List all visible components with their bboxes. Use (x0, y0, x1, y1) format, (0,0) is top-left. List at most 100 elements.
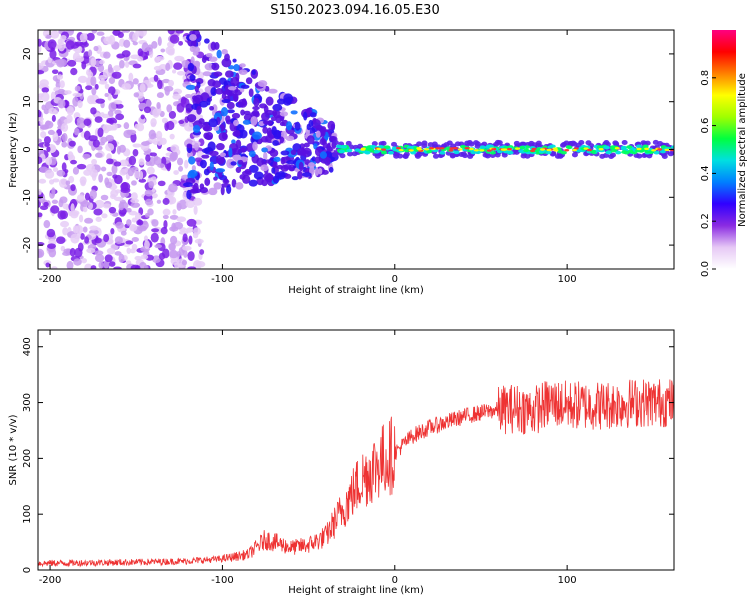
spectrogram-blob (262, 120, 273, 125)
spectrogram-blob (95, 98, 106, 104)
spectrogram-blob (154, 244, 163, 249)
spectrogram-blob (77, 100, 83, 109)
spectrogram-band-core (519, 145, 526, 150)
spectrogram-blob (157, 163, 165, 168)
spectrogram-blob (209, 150, 219, 157)
snr-xtick-label: -200 (39, 575, 62, 586)
spectrogram-blob (106, 171, 113, 177)
spectrogram-blob (290, 110, 298, 115)
spectrogram-blob (162, 214, 169, 220)
spectrogram-blob (66, 105, 74, 116)
spectrogram-band-core (653, 150, 660, 155)
spectrogram-blob (185, 93, 192, 99)
spectrogram-blob (191, 165, 197, 172)
spectrogram-band-core (453, 150, 460, 155)
spectrogram-blob (82, 226, 88, 233)
spectrogram-band-peak (500, 148, 506, 151)
spectrogram-band-peak (552, 147, 558, 150)
spectrogram-blob (73, 258, 82, 266)
spectrogram-blob (178, 40, 184, 46)
spectrogram-blob (47, 129, 55, 136)
spectrogram-blob (204, 177, 211, 186)
spectrogram-blob (212, 80, 222, 89)
spectrogram-band-core (635, 144, 642, 149)
spectrogram-blob (319, 138, 327, 146)
spectrogram-blob (86, 32, 95, 41)
spectrogram-blob (205, 53, 213, 58)
spectrogram-blob (189, 34, 197, 41)
spectrogram-ytick-label: -10 (22, 189, 33, 205)
spectrogram-blob (233, 119, 240, 126)
spectrogram-blob (192, 95, 198, 101)
spectrogram-blob (106, 158, 114, 165)
spectrogram-blob (215, 154, 225, 165)
spectrogram-blob (151, 219, 159, 227)
spectrogram-blob (248, 88, 254, 97)
spectrogram-blob (57, 88, 66, 95)
spectrogram-blob (264, 109, 275, 116)
spectrogram-blob (267, 88, 278, 94)
spectrogram-blob (84, 236, 90, 244)
spectrogram-blob (40, 131, 47, 138)
spectrogram-blob (43, 108, 50, 115)
spectrogram-blob (38, 178, 47, 184)
spectrogram-blob (147, 44, 153, 52)
spectrogram-blob (90, 57, 97, 67)
spectrogram-blob (148, 180, 155, 189)
spectrogram-band-core (384, 145, 391, 150)
spectrogram-blob (240, 109, 246, 116)
spectrogram-blob (94, 199, 105, 209)
spectrogram-band-core (642, 144, 649, 149)
snr-frame (37, 329, 675, 571)
snr-ytick-label: 400 (22, 337, 33, 356)
spectrogram-blob (148, 129, 156, 140)
spectrogram-blob (59, 80, 65, 89)
spectrogram-blob (166, 161, 171, 172)
spectrogram-blob (124, 61, 130, 68)
snr-xtick-label: 0 (392, 575, 398, 586)
spectrogram-band-peak (464, 147, 470, 150)
spectrogram-band-edge (641, 152, 648, 158)
spectrogram-blob (50, 205, 60, 214)
spectrogram-blob (39, 119, 44, 126)
colorbar-tick-label: 0.0 (700, 261, 711, 277)
spectrogram-blob (126, 219, 132, 226)
spectrogram-blob (121, 50, 131, 58)
spectrogram-blob (130, 198, 139, 204)
spectrogram-band-peak (360, 147, 366, 150)
spectrogram-blob (93, 208, 103, 216)
spectrogram-blob (193, 124, 201, 133)
spectrogram-band-peak (491, 148, 497, 151)
spectrogram-blob (100, 112, 105, 117)
spectrogram-blob (138, 178, 147, 183)
spectrogram-band-peak (439, 147, 445, 150)
spectrogram-blob (308, 162, 315, 168)
spectrogram-blob (97, 64, 105, 73)
spectrogram-blob (231, 112, 241, 119)
spectrogram-band-edge (513, 140, 520, 146)
spectrogram-blob (118, 253, 125, 263)
spectrogram-band-peak (424, 148, 430, 151)
spectrogram-blob (50, 30, 60, 39)
spectrogram-blob (213, 182, 222, 190)
spectrogram-blob (200, 159, 207, 169)
spectrogram-band-core (410, 150, 417, 155)
spectrogram-blob (168, 110, 177, 119)
colorbar-tick-label: 0.2 (700, 213, 711, 229)
spectrogram-blob (212, 104, 218, 113)
spectrogram-blob (153, 156, 162, 166)
spectrogram-band-core (354, 148, 361, 152)
spectrogram-band-core (373, 149, 380, 154)
spectrogram-blob (104, 83, 110, 90)
spectrogram-blob (273, 156, 281, 162)
spectrogram-blob (128, 155, 137, 166)
spectrogram-blob (173, 62, 183, 70)
spectrogram-blob (169, 34, 180, 44)
spectrogram-blob (72, 96, 79, 107)
spectrogram-blob (165, 62, 171, 71)
spectrogram-band-core (549, 144, 556, 149)
spectrogram-blob (169, 133, 175, 140)
spectrogram-blob (157, 180, 166, 187)
spectrogram-band-edge (380, 140, 387, 146)
spectrogram-ylabel: Frequency (Hz) (8, 112, 19, 188)
